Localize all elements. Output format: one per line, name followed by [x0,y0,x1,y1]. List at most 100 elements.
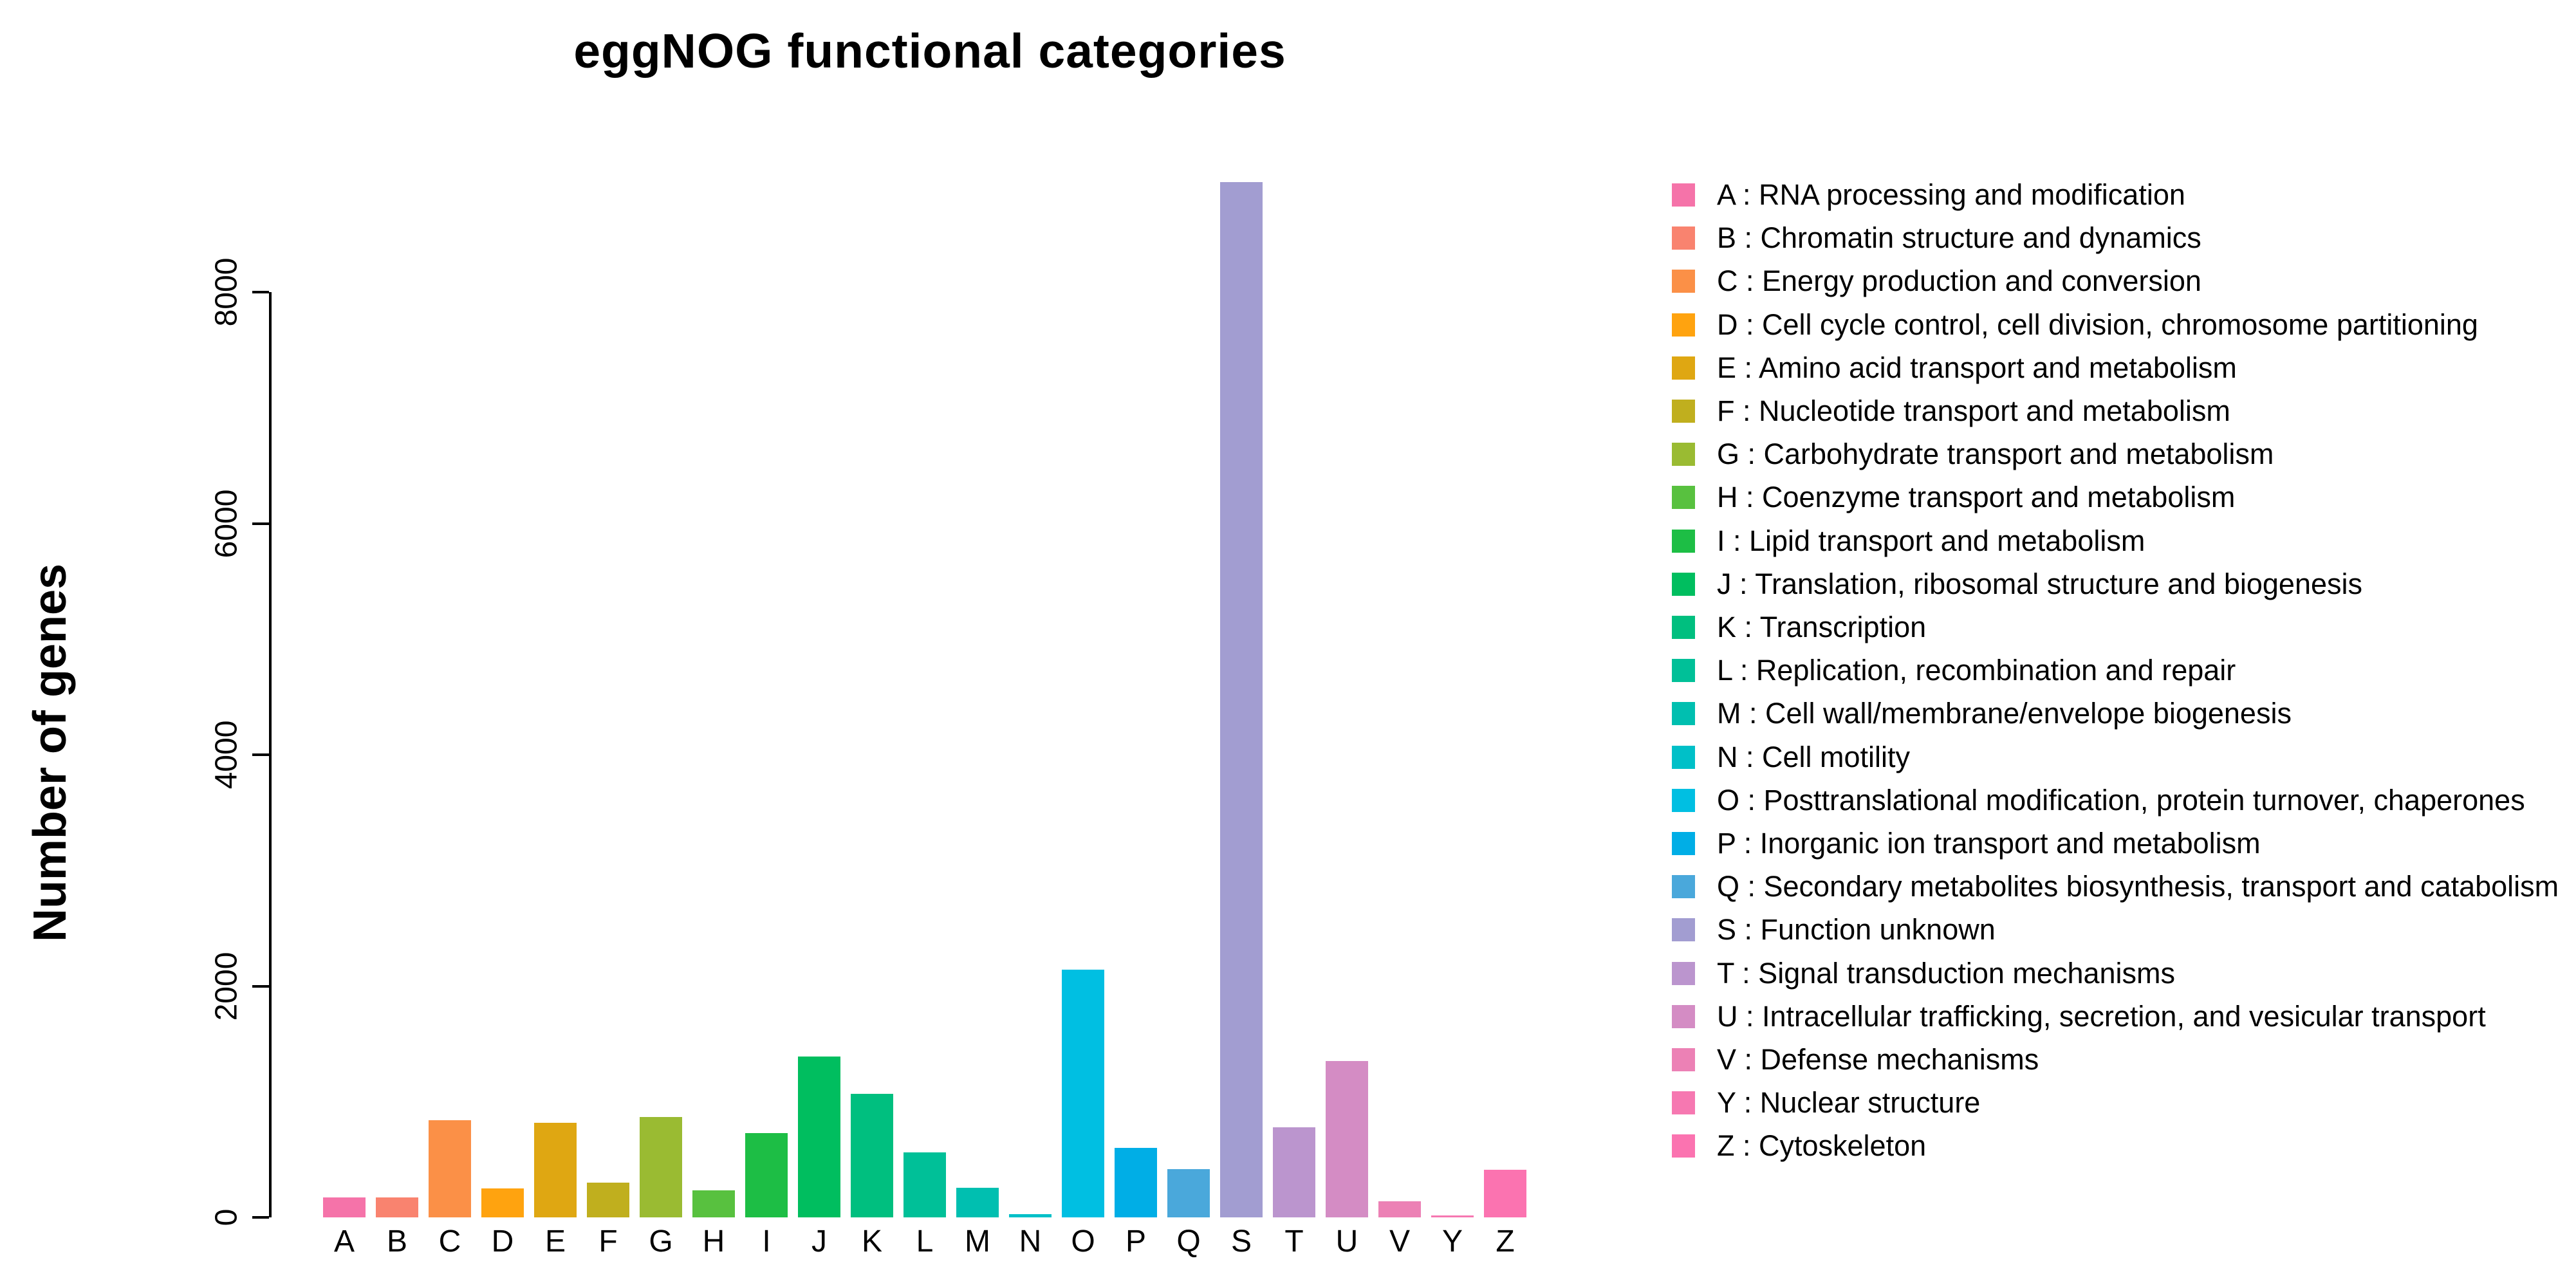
bar-V [1378,1201,1421,1217]
legend-entry-text: I : Lipid transport and metabolism [1717,524,2145,557]
legend-row-K: K : Transcription [1672,609,1926,645]
legend-entry-text: L : Replication, recombination and repai… [1717,654,2236,687]
legend-swatch-M [1672,702,1695,726]
legend-swatch-T [1672,961,1695,985]
legend-swatch-G [1672,443,1695,466]
legend-entry-text: D : Cell cycle control, cell division, c… [1717,308,2478,341]
bar-S [1220,182,1263,1217]
x-label-J: J [811,1224,827,1259]
y-tick-label-6000: 6000 [209,489,244,558]
bar-T [1273,1127,1315,1217]
bar-L [903,1152,946,1217]
legend-row-L: L : Replication, recombination and repai… [1672,652,2236,688]
legend-swatch-J [1672,572,1695,596]
legend-row-A: A : RNA processing and modification [1672,177,2185,213]
y-tick-6000 [252,522,269,525]
legend-row-Q: Q : Secondary metabolites biosynthesis, … [1672,869,2559,905]
x-label-O: O [1071,1224,1095,1259]
legend-entry-text: E : Amino acid transport and metabolism [1717,351,2237,384]
legend-entry-text: Y : Nuclear structure [1717,1086,1981,1120]
y-tick-4000 [252,753,269,756]
legend-row-G: G : Carbohydrate transport and metabolis… [1672,436,2274,472]
x-label-M: M [965,1224,990,1259]
legend-swatch-H [1672,486,1695,510]
legend-entry-text: F : Nucleotide transport and metabolism [1717,394,2230,427]
x-label-D: D [491,1224,514,1259]
legend-entry-text: G : Carbohydrate transport and metabolis… [1717,438,2274,471]
x-label-Q: Q [1176,1224,1201,1259]
bar-E [534,1123,577,1217]
legend-swatch-Q [1672,875,1695,899]
x-label-P: P [1125,1224,1146,1259]
legend-swatch-B [1672,226,1695,250]
legend-entry-text: S : Function unknown [1717,913,1996,946]
legend-swatch-O [1672,788,1695,812]
legend-row-T: T : Signal transduction mechanisms [1672,956,2175,992]
x-label-H: H [702,1224,725,1259]
x-label-L: L [916,1224,934,1259]
legend-row-N: N : Cell motility [1672,739,1910,775]
x-label-Y: Y [1441,1224,1463,1259]
legend-row-V: V : Defense mechanisms [1672,1042,2039,1078]
legend-swatch-A [1672,183,1695,207]
bar-K [851,1094,893,1217]
legend-entry-text: A : RNA processing and modification [1717,178,2185,211]
legend-swatch-Z [1672,1134,1695,1158]
legend-entry-text: H : Coenzyme transport and metabolism [1717,481,2236,514]
legend-entry-text: J : Translation, ribosomal structure and… [1717,567,2363,600]
legend-entry-text: Z : Cytoskeleton [1717,1129,1927,1163]
legend-entry-text: Q : Secondary metabolites biosynthesis, … [1717,870,2559,903]
y-tick-label-2000: 2000 [209,952,244,1020]
legend-entry-text: N : Cell motility [1717,740,1911,773]
bar-B [376,1197,418,1217]
y-tick-2000 [252,984,269,988]
x-label-U: U [1335,1224,1358,1259]
legend-swatch-P [1672,832,1695,855]
legend-row-M: M : Cell wall/membrane/envelope biogenes… [1672,696,2292,732]
legend-swatch-Y [1672,1091,1695,1115]
bar-O [1062,970,1104,1217]
legend-row-C: C : Energy production and conversion [1672,263,2201,299]
legend-entry-text: K : Transcription [1717,611,1927,643]
legend-swatch-K [1672,616,1695,639]
bar-Z [1484,1170,1526,1217]
y-axis-label: Number of genes [24,563,76,943]
bar-G [640,1117,682,1217]
x-label-T: T [1284,1224,1304,1259]
x-label-N: N [1019,1224,1042,1259]
legend-row-E: E : Amino acid transport and metabolism [1672,350,2237,386]
legend-row-U: U : Intracellular trafficking, secretion… [1672,999,2486,1035]
legend-row-H: H : Coenzyme transport and metabolism [1672,479,2235,515]
bar-Y [1431,1215,1474,1217]
bar-D [481,1188,524,1217]
x-label-I: I [762,1224,771,1259]
legend-row-D: D : Cell cycle control, cell division, c… [1672,307,2478,343]
legend-row-S: S : Function unknown [1672,912,1996,948]
y-tick-label-0: 0 [209,1208,244,1226]
legend-swatch-C [1672,270,1695,293]
legend-entry-text: T : Signal transduction mechanisms [1717,956,2176,990]
x-label-E: E [544,1224,566,1259]
bar-M [956,1188,999,1217]
y-tick-label-4000: 4000 [209,720,244,789]
bar-F [587,1183,629,1217]
legend-swatch-V [1672,1048,1695,1071]
legend-row-F: F : Nucleotide transport and metabolism [1672,393,2230,429]
bar-P [1115,1148,1157,1217]
x-label-A: A [333,1224,355,1259]
legend-swatch-D [1672,313,1695,337]
bar-C [429,1120,471,1217]
legend-swatch-S [1672,918,1695,942]
x-label-Z: Z [1496,1224,1515,1259]
y-axis-line [269,292,272,1217]
legend-entry-text: V : Defense mechanisms [1717,1043,2039,1076]
legend-row-B: B : Chromatin structure and dynamics [1672,220,2201,256]
x-label-V: V [1389,1224,1410,1259]
legend-entry-text: M : Cell wall/membrane/envelope biogenes… [1717,697,2292,730]
chart-title: eggNOG functional categories [573,24,1286,78]
x-label-K: K [861,1224,882,1259]
legend-entry-text: C : Energy production and conversion [1717,264,2201,298]
legend-entry-text: B : Chromatin structure and dynamics [1717,221,2201,255]
bar-Q [1167,1169,1210,1217]
